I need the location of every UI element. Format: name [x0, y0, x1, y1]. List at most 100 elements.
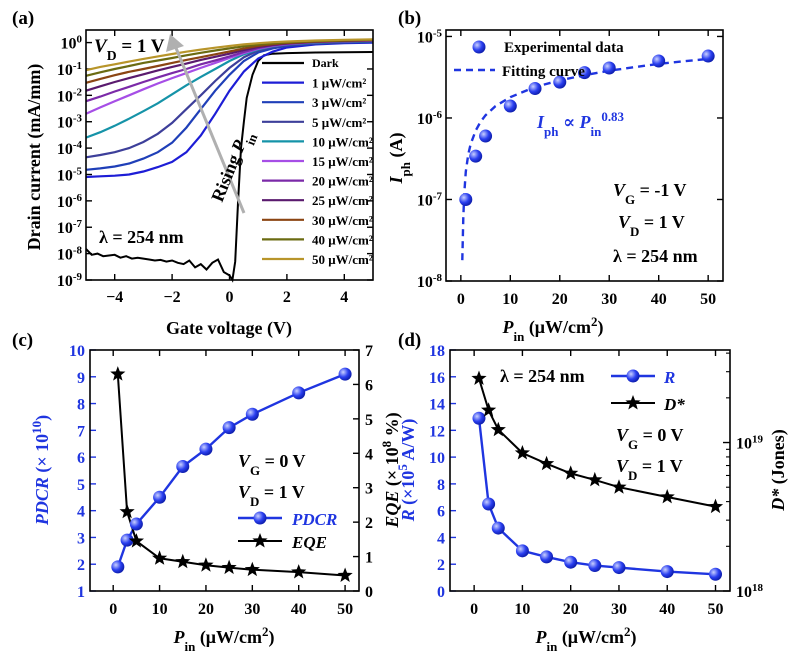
y-tick-label: 10-6: [57, 192, 83, 211]
x-tick-label: 30: [244, 601, 260, 618]
eqe-point: [337, 567, 353, 582]
data-point: [528, 81, 542, 95]
y-tick-label-left: 2: [77, 557, 85, 574]
y-tick-label: 10-4: [57, 139, 83, 158]
eqe-point: [110, 366, 126, 381]
rising-arrow-head: [166, 34, 184, 52]
y-axis-title: Iph (A): [386, 133, 413, 185]
legend-marker: [625, 395, 641, 410]
rising-arrow: [174, 47, 246, 214]
dstar-point: [481, 402, 497, 417]
vd-annotation: VD = 1 V: [616, 456, 683, 483]
data-point: [701, 49, 715, 63]
data-point: [602, 61, 616, 75]
legend-label: D*: [663, 395, 685, 414]
y-tick-label-left: 6: [437, 504, 445, 521]
eqe-point: [119, 503, 135, 519]
pdcr-point: [338, 367, 352, 381]
y-tick-label-left: 18: [429, 343, 445, 360]
x-axis-title: Pin (μW/cm2): [535, 624, 637, 654]
power-law-annotation: Iph ∝ Pin0.83: [536, 109, 625, 139]
vg-annotation: VG = 0 V: [616, 425, 684, 452]
eqe-point: [244, 561, 260, 577]
y-tick-label: 10-7: [57, 218, 83, 237]
x-tick-label: 20: [552, 291, 568, 308]
y-tick-label-left: 0: [437, 584, 445, 601]
eqe-point: [221, 559, 237, 575]
eqe-point: [128, 533, 144, 548]
y-tick-label-left: 4: [77, 504, 85, 521]
panel-label: (c): [12, 330, 33, 351]
x-tick-label: −4: [106, 289, 123, 306]
pdcr-point: [199, 442, 213, 456]
wavelength-annotation: λ = 254 nm: [99, 227, 184, 247]
legend-label: 15 μW/cm²: [312, 154, 373, 169]
eqe-point: [175, 553, 191, 569]
legend-label: Fitting curve: [502, 64, 585, 80]
y-tick-label: 10-3: [57, 113, 83, 132]
y-tick-label-left: 4: [437, 530, 445, 547]
vd-annotation: VD = 1 V: [94, 36, 165, 63]
y-tick-label-left: 1: [77, 584, 85, 601]
panel-label: (b): [398, 8, 421, 29]
y-tick-label-right: 1: [365, 550, 373, 567]
y-tick-label-left: 9: [77, 370, 85, 387]
dstar-point: [611, 479, 627, 494]
dstar-point: [538, 455, 555, 471]
dstar-point: [587, 471, 603, 487]
y-tick-label-right: 0: [365, 584, 373, 601]
pdcr-point: [222, 421, 236, 435]
wavelength-annotation: λ = 254 nm: [500, 366, 585, 386]
x-tick-label: 30: [601, 291, 617, 308]
legend-label: Dark: [312, 56, 339, 70]
x-tick-label: 30: [611, 601, 627, 618]
y-tick-label-left: 2: [437, 557, 445, 574]
y-tick-label: 10-8: [417, 272, 443, 291]
dstar-point: [514, 445, 530, 460]
y-tick-label-right: 6: [365, 377, 373, 394]
x-tick-label: 0: [470, 601, 478, 618]
x-tick-label: −2: [164, 289, 181, 306]
r-point: [612, 561, 626, 575]
y-tick-label-left: 10: [429, 450, 445, 467]
legend-marker: [252, 533, 268, 548]
y-tick-label-left: 8: [77, 397, 85, 414]
x-tick-label: 50: [700, 291, 716, 308]
legend-marker: [472, 40, 486, 54]
r-point: [660, 565, 674, 579]
x-tick-label: 20: [198, 601, 214, 618]
r-point: [482, 497, 496, 511]
y-tick-label-right: 1018: [736, 582, 764, 601]
x-tick-label: 50: [708, 601, 724, 618]
x-axis-title: Pin (μW/cm2): [502, 314, 604, 344]
y-axis-title-left: PDCR (× 1010): [29, 415, 54, 526]
y-tick-label: 10-6: [417, 109, 443, 128]
r-point: [588, 559, 602, 573]
rising-label: Rising Pin: [207, 126, 260, 207]
y-tick-label-right: 2: [365, 515, 373, 532]
y-tick-label-left: 6: [77, 450, 85, 467]
panel-d: (d) 0 10 20 30 40 50 0 2 4 6 8 10 12 14 16 18 1018 1019 λ =…: [395, 330, 790, 654]
y-tick-label-left: 7: [77, 423, 85, 440]
y-axis-title-right: EQE (× 108 %): [379, 412, 404, 528]
r-line: [477, 418, 716, 576]
plot-frame: [89, 349, 360, 592]
y-tick-label-left: 16: [429, 370, 445, 387]
x-tick-label: 0: [457, 291, 465, 308]
dstar-point: [471, 370, 487, 385]
x-tick-label: 10: [152, 601, 168, 618]
x-tick-label: 40: [291, 601, 307, 618]
vg-annotation: VG = -1 V: [613, 180, 687, 207]
panel-a: (a) −4 −2 0 2 4 10-9 10-8 10-7 10-6 10-5 10-4 10-3 10…: [12, 8, 374, 339]
y-tick-label: 10-5: [57, 165, 83, 184]
y-tick-label: 10-1: [57, 60, 82, 79]
panel-label: (a): [12, 8, 34, 29]
vg-annotation: VG = 0 V: [238, 451, 306, 478]
pdcr-point: [245, 407, 259, 421]
y-tick-label-right: 7: [365, 343, 373, 360]
y-tick-label-right: 5: [365, 412, 373, 429]
pdcr-point: [120, 533, 134, 547]
x-axis-title: Gate voltage (V): [166, 318, 292, 339]
x-tick-label: 40: [651, 291, 667, 308]
